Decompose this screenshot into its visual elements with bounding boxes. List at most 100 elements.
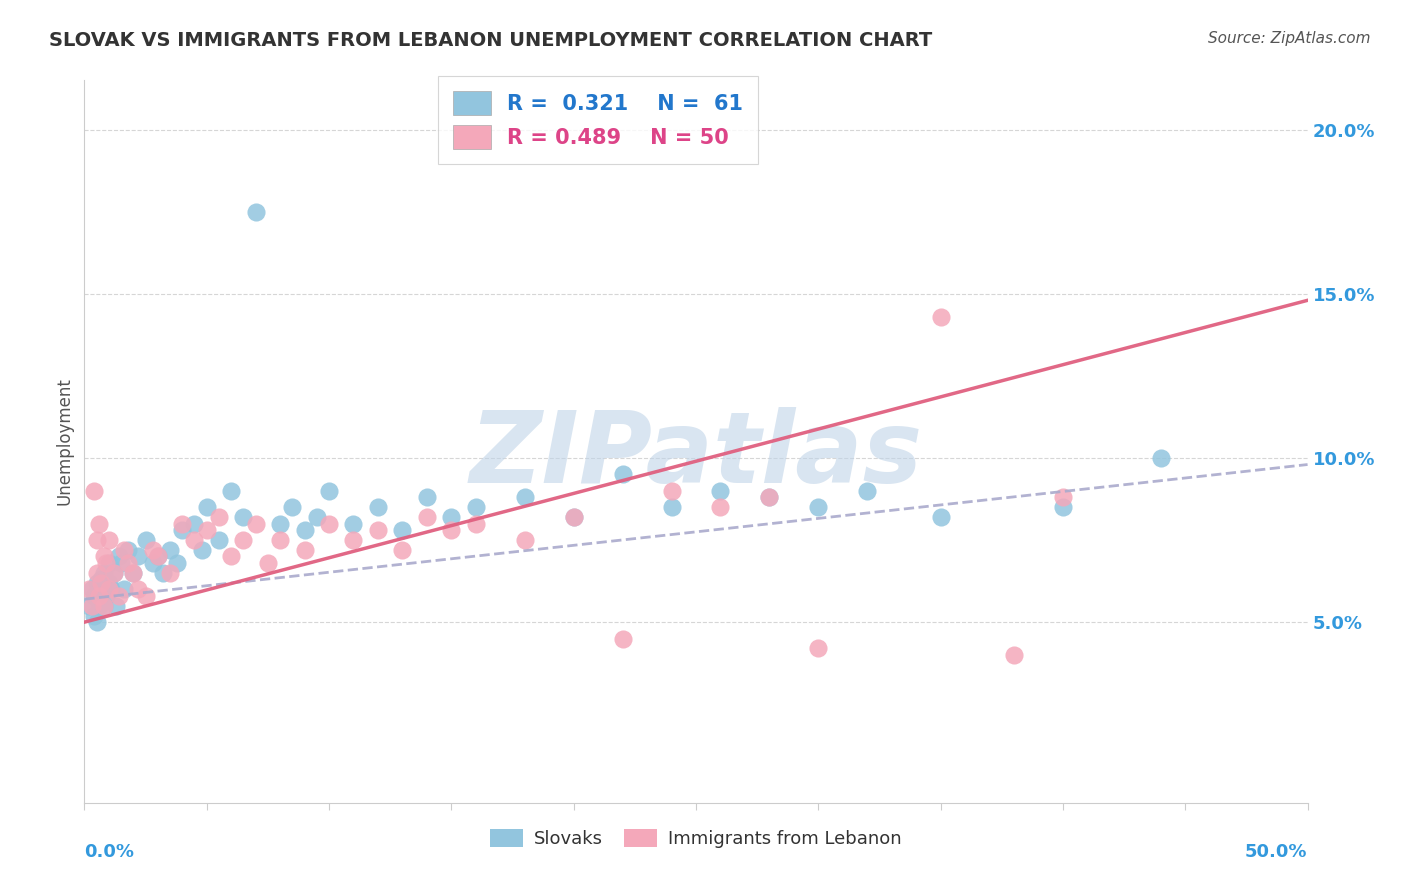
Point [93, 599, 115, 613]
Point [208, 533, 231, 547]
Point [107, 549, 129, 564]
Point [391, 523, 413, 537]
Point [807, 500, 830, 515]
Point [269, 516, 291, 531]
Point [440, 510, 463, 524]
Point [83, 608, 105, 623]
Point [152, 566, 174, 580]
Point [96, 556, 118, 570]
Point [195, 500, 218, 515]
Text: 50.0%: 50.0% [1246, 843, 1308, 861]
Point [464, 516, 486, 531]
Point [146, 549, 169, 564]
Point [77, 582, 100, 597]
Point [112, 582, 135, 597]
Point [135, 589, 157, 603]
Point [464, 500, 486, 515]
Point [117, 542, 139, 557]
Point [318, 483, 340, 498]
Point [87, 599, 110, 613]
Point [87, 516, 110, 531]
Point [93, 599, 115, 613]
Point [195, 523, 218, 537]
Point [172, 523, 194, 537]
Point [257, 556, 280, 570]
Point [159, 542, 181, 557]
Point [513, 533, 536, 547]
Point [166, 556, 188, 570]
Point [103, 566, 125, 580]
Point [709, 483, 731, 498]
Point [100, 582, 122, 597]
Point [294, 542, 316, 557]
Point [709, 500, 731, 515]
Point [269, 533, 291, 547]
Point [929, 510, 952, 524]
Point [110, 556, 132, 570]
Text: ZIPatlas: ZIPatlas [470, 408, 922, 505]
Point [245, 204, 267, 219]
Point [245, 516, 267, 531]
Point [80, 582, 103, 597]
Point [107, 589, 129, 603]
Point [562, 510, 585, 524]
Point [90, 573, 112, 587]
Point [97, 533, 120, 547]
Point [367, 523, 389, 537]
Point [232, 533, 254, 547]
Point [612, 467, 634, 482]
Point [416, 510, 439, 524]
Point [96, 589, 118, 603]
Point [391, 542, 413, 557]
Point [172, 516, 194, 531]
Point [513, 491, 536, 505]
Point [342, 516, 364, 531]
Point [183, 516, 205, 531]
Point [219, 483, 242, 498]
Point [97, 575, 120, 590]
Point [117, 556, 139, 570]
Point [758, 491, 780, 505]
Point [105, 599, 128, 613]
Point [90, 589, 112, 603]
Point [1052, 491, 1074, 505]
Point [612, 632, 634, 646]
Point [93, 566, 115, 580]
Point [142, 542, 165, 557]
Point [86, 566, 108, 580]
Text: 0.0%: 0.0% [84, 843, 135, 861]
Point [127, 582, 149, 597]
Point [219, 549, 242, 564]
Point [367, 500, 389, 515]
Point [281, 500, 304, 515]
Point [1052, 500, 1074, 515]
Point [96, 582, 118, 597]
Point [93, 549, 115, 564]
Point [929, 310, 952, 324]
Point [122, 566, 145, 580]
Point [127, 549, 149, 564]
Point [342, 533, 364, 547]
Point [856, 483, 879, 498]
Point [86, 615, 108, 630]
Point [208, 510, 231, 524]
Point [661, 500, 683, 515]
Point [305, 510, 328, 524]
Point [318, 516, 340, 531]
Point [758, 491, 780, 505]
Point [440, 523, 463, 537]
Point [86, 575, 108, 590]
Text: SLOVAK VS IMMIGRANTS FROM LEBANON UNEMPLOYMENT CORRELATION CHART: SLOVAK VS IMMIGRANTS FROM LEBANON UNEMPL… [49, 31, 932, 50]
Point [232, 510, 254, 524]
Point [97, 582, 120, 597]
Point [142, 556, 165, 570]
Point [87, 582, 110, 597]
Point [1150, 450, 1173, 465]
Point [146, 549, 169, 564]
Point [86, 533, 108, 547]
Text: Source: ZipAtlas.com: Source: ZipAtlas.com [1208, 31, 1371, 46]
Y-axis label: Unemployment: Unemployment [55, 377, 73, 506]
Point [80, 599, 103, 613]
Point [83, 589, 105, 603]
Point [112, 542, 135, 557]
